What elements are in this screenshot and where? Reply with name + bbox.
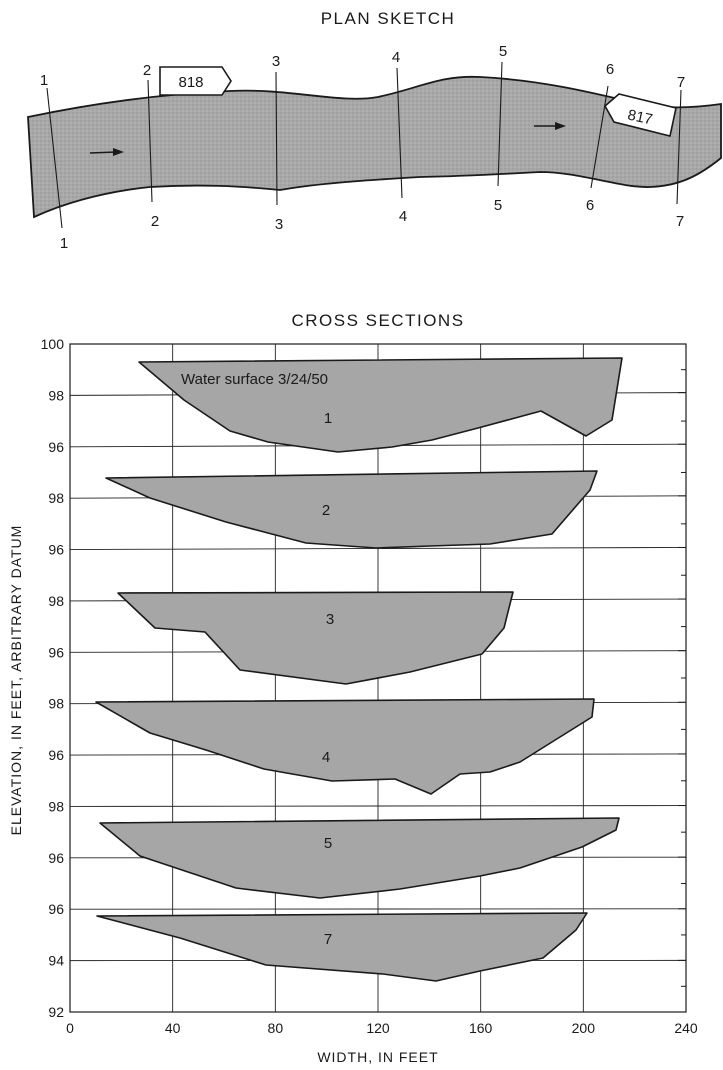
plan-section-top-label: 6 [606, 61, 614, 78]
plan-section-lines [46, 61, 682, 229]
y-tick-label: 96 [48, 439, 64, 455]
river-channel [27, 75, 722, 219]
cross-section-label: 1 [324, 410, 332, 427]
plan-section-line-1 [46, 87, 63, 229]
cross-section-profile [138, 357, 623, 453]
cross-section-label: 5 [324, 835, 332, 852]
flow-arrow-downstream-icon [534, 122, 566, 130]
plan-section-line-7 [676, 89, 682, 205]
cross-section-label: 3 [326, 611, 334, 628]
x-tick-label: 0 [66, 1020, 74, 1036]
x-tick-label: 40 [165, 1020, 181, 1036]
y-axis-title: ELEVATION, IN FEET, ARBITRARY DATUM [8, 525, 24, 836]
x-tick-label: 160 [469, 1020, 493, 1036]
plan-section-line-5 [497, 61, 503, 187]
y-tick-label: 94 [48, 953, 64, 969]
flow-arrow-upstream-icon [89, 148, 124, 156]
y-tick-label: 100 [41, 336, 65, 352]
marker-817-label: 817 [626, 107, 654, 129]
cross-section-profile [105, 470, 598, 549]
plan-section-top-label: 5 [499, 43, 507, 60]
marker-818: 818 [159, 66, 232, 96]
plan-section-top-label: 3 [272, 53, 280, 70]
marker-818-label: 818 [178, 74, 203, 91]
plan-section-bottom-label: 4 [399, 208, 407, 225]
y-tick-label: 96 [48, 644, 64, 660]
cross-section-profile [99, 817, 620, 899]
x-tick-label: 80 [268, 1020, 284, 1036]
water-surface-annotation: Water surface 3/24/50 [181, 371, 328, 388]
y-tick-label: 96 [48, 747, 64, 763]
x-axis-title: WIDTH, IN FEET [317, 1049, 438, 1065]
cross-section-label: 7 [324, 931, 332, 948]
plan-section-top-label: 1 [40, 72, 48, 89]
cross-section-profile [117, 591, 514, 685]
plan-section-line-4 [396, 67, 403, 199]
x-tick-label: 200 [572, 1020, 596, 1036]
plan-section-top-label: 4 [392, 49, 400, 66]
y-tick-label: 96 [48, 542, 64, 558]
marker-817: 817 [603, 93, 677, 137]
h-gridline [69, 805, 687, 807]
plan-section-bottom-label: 1 [60, 235, 68, 252]
y-tick-label: 98 [48, 798, 64, 814]
y-tick-label: 98 [48, 696, 64, 712]
x-tick-label: 120 [366, 1020, 390, 1036]
cross-section-profiles: 1 2 3 4 5 7 [95, 357, 623, 982]
cross-section-profile [96, 912, 588, 982]
y-tick-label: 98 [48, 490, 64, 506]
cross-section-ticks: 0 40 80 120 160 200 240 100 98 96 98 96 98 96 98 96 98 96… [41, 336, 698, 1036]
plan-section-bottom-label: 7 [676, 213, 684, 230]
y-tick-label: 98 [48, 387, 64, 403]
plan-section-bottom-label: 2 [151, 213, 159, 230]
cross-section-label: 4 [322, 749, 330, 766]
cross-section-label: 2 [322, 502, 330, 519]
y-tick-label: 98 [48, 593, 64, 609]
y-tick-label: 96 [48, 901, 64, 917]
y-tick-label: 92 [48, 1004, 64, 1020]
plan-section-bottom-label: 5 [494, 197, 502, 214]
plan-sketch-title: PLAN SKETCH [321, 9, 456, 28]
plan-section-line-3 [275, 71, 278, 206]
cross-section-profile [95, 698, 595, 795]
plan-section-line-6 [590, 85, 609, 189]
plan-section-top-label: 2 [143, 62, 151, 79]
cross-sections-title: CROSS SECTIONS [291, 311, 464, 330]
y-tick-label: 96 [48, 850, 64, 866]
x-tick-label: 240 [674, 1020, 698, 1036]
plan-section-bottom-label: 3 [275, 216, 283, 233]
plan-section-line-2 [147, 79, 153, 203]
plan-section-bottom-label: 6 [586, 197, 594, 214]
plan-section-top-label: 7 [677, 74, 685, 91]
